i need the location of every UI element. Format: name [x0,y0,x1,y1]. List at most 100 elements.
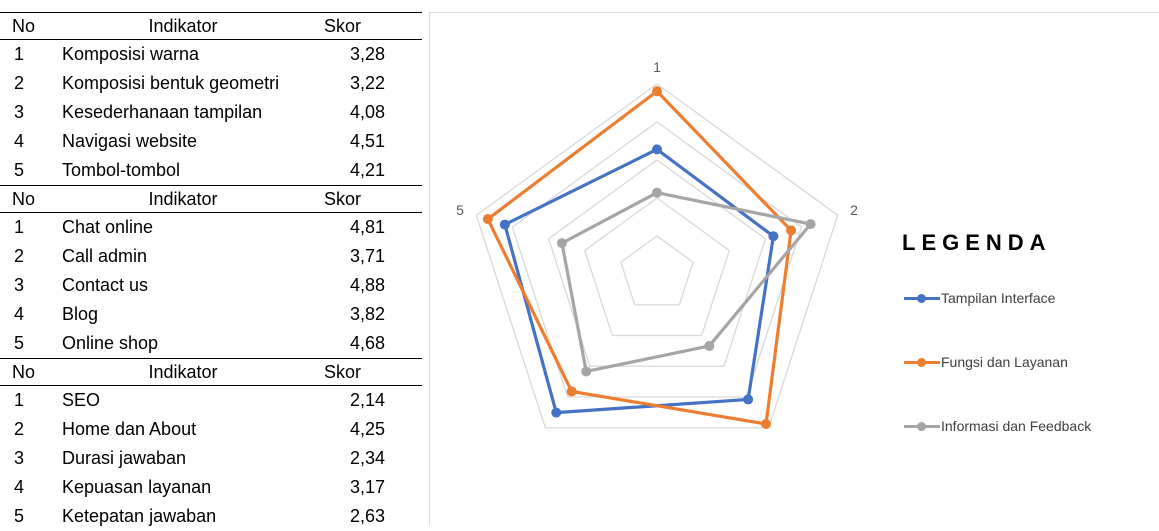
grid-ring [620,235,694,306]
legend-marker [904,293,940,303]
row-skor: 4,68 [350,333,386,353]
row-skor: 3,28 [350,44,386,64]
table-row: 3 Kesederhanaan tampilan 4,08 [0,98,422,127]
row-no: 2 [14,73,25,93]
data-point [805,219,816,230]
row-skor: 4,21 [350,160,386,180]
table-row: 5 Ketepatan jawaban 2,63 [0,502,422,531]
row-no: 3 [14,448,25,468]
row-indikator: Navigasi website [62,131,198,151]
legend-marker-dot [917,357,926,367]
row-no: 1 [14,44,25,64]
row-indikator: Blog [62,304,99,324]
header-no: No [12,361,36,382]
data-point [652,187,662,198]
header-indikator: Indikator [148,188,218,209]
table-row: 1 SEO 2,14 [0,386,422,415]
data-point [743,394,754,405]
score-table-3: No Indikator Skor 1 SEO 2,14 2 Home dan About 4,… [0,358,422,531]
data-point [499,219,510,230]
row-indikator: Tombol-tombol [62,160,181,180]
header-skor: Skor [324,15,362,36]
header-no: No [12,15,36,36]
table-row: 4 Blog 3,82 [0,300,422,329]
row-indikator: Home dan About [62,419,197,439]
row-no: 2 [14,419,25,439]
data-point [704,340,715,351]
row-skor: 3,71 [350,246,386,266]
radar-chart: 12345 [456,59,858,430]
row-indikator: Kepuasan layanan [62,477,212,497]
legend-label: Fungsi dan Layanan [941,354,1068,370]
header-no: No [12,188,36,209]
legend-item-2: Fungsi dan Layanan [904,354,1068,370]
grid-ring [547,159,767,367]
header-indikator: Indikator [148,15,218,36]
data-point [652,86,662,97]
header-skor: Skor [324,361,362,382]
row-skor: 4,88 [350,275,386,295]
row-skor: 2,34 [350,448,386,468]
row-no: 3 [14,275,25,295]
legend-marker [904,357,940,367]
legend-label: Informasi dan Feedback [941,418,1092,434]
axis-label-2: 2 [850,202,858,218]
data-point [768,231,779,242]
row-indikator: Contact us [62,275,149,295]
row-no: 1 [14,217,25,237]
data-point [556,238,567,249]
grid-ring [475,83,839,429]
data-point [551,407,562,418]
table-row: 3 Durasi jawaban 2,34 [0,444,422,473]
row-indikator: Komposisi bentuk geometri [62,73,280,93]
data-point [652,144,662,155]
table-header: No Indikator Skor [0,185,422,213]
row-no: 1 [14,390,25,410]
row-no: 4 [14,304,25,324]
table-row: 2 Call admin 3,71 [0,242,422,271]
table-row: 4 Kepuasan layanan 3,17 [0,473,422,502]
row-skor: 3,22 [350,73,386,93]
data-point [482,214,493,225]
legend-marker-dot [917,293,926,303]
header-indikator: Indikator [148,361,218,382]
table-row: 2 Home dan About 4,25 [0,415,422,444]
score-table-1: No Indikator Skor 1 Komposisi warna 3,28 2 Komp… [0,12,422,185]
row-indikator: SEO [62,390,101,410]
row-indikator: Call admin [62,246,148,266]
table-row: 1 Chat online 4,81 [0,213,422,242]
table-header: No Indikator Skor [0,358,422,386]
legend-item-1: Tampilan Interface [904,290,1055,306]
row-skor: 4,51 [350,131,386,151]
row-skor: 3,82 [350,304,386,324]
table-header: No Indikator Skor [0,12,422,40]
data-point [786,225,797,236]
row-no: 4 [14,477,25,497]
row-no: 2 [14,246,25,266]
legend: LEGENDA Tampilan Interface Fungsi dan Lay… [902,230,1091,434]
row-no: 4 [14,131,25,151]
row-skor: 3,17 [350,477,386,497]
row-indikator: Chat online [62,217,154,237]
legend-title: LEGENDA [902,230,1052,255]
table-row: 5 Tombol-tombol 4,21 [0,156,422,185]
row-indikator: Kesederhanaan tampilan [62,102,263,122]
row-no: 5 [14,160,25,180]
row-indikator: Ketepatan jawaban [62,506,217,526]
row-no: 5 [14,506,25,526]
legend-item-3: Informasi dan Feedback [904,418,1091,434]
score-table-2: No Indikator Skor 1 Chat online 4,81 2 Call adm… [0,185,422,358]
row-skor: 4,81 [350,217,386,237]
row-indikator: Online shop [62,333,159,353]
legend-label: Tampilan Interface [941,290,1056,306]
data-point [581,366,592,377]
table-row: 5 Online shop 4,68 [0,329,422,358]
row-skor: 2,63 [350,506,386,526]
table-row: 3 Contact us 4,88 [0,271,422,300]
chart-area [429,12,1159,525]
grid-ring [583,197,731,337]
series-line-3 [560,191,813,374]
axis-label-5: 5 [456,202,464,218]
axis-label-1: 1 [653,59,661,75]
row-skor: 4,25 [350,419,386,439]
